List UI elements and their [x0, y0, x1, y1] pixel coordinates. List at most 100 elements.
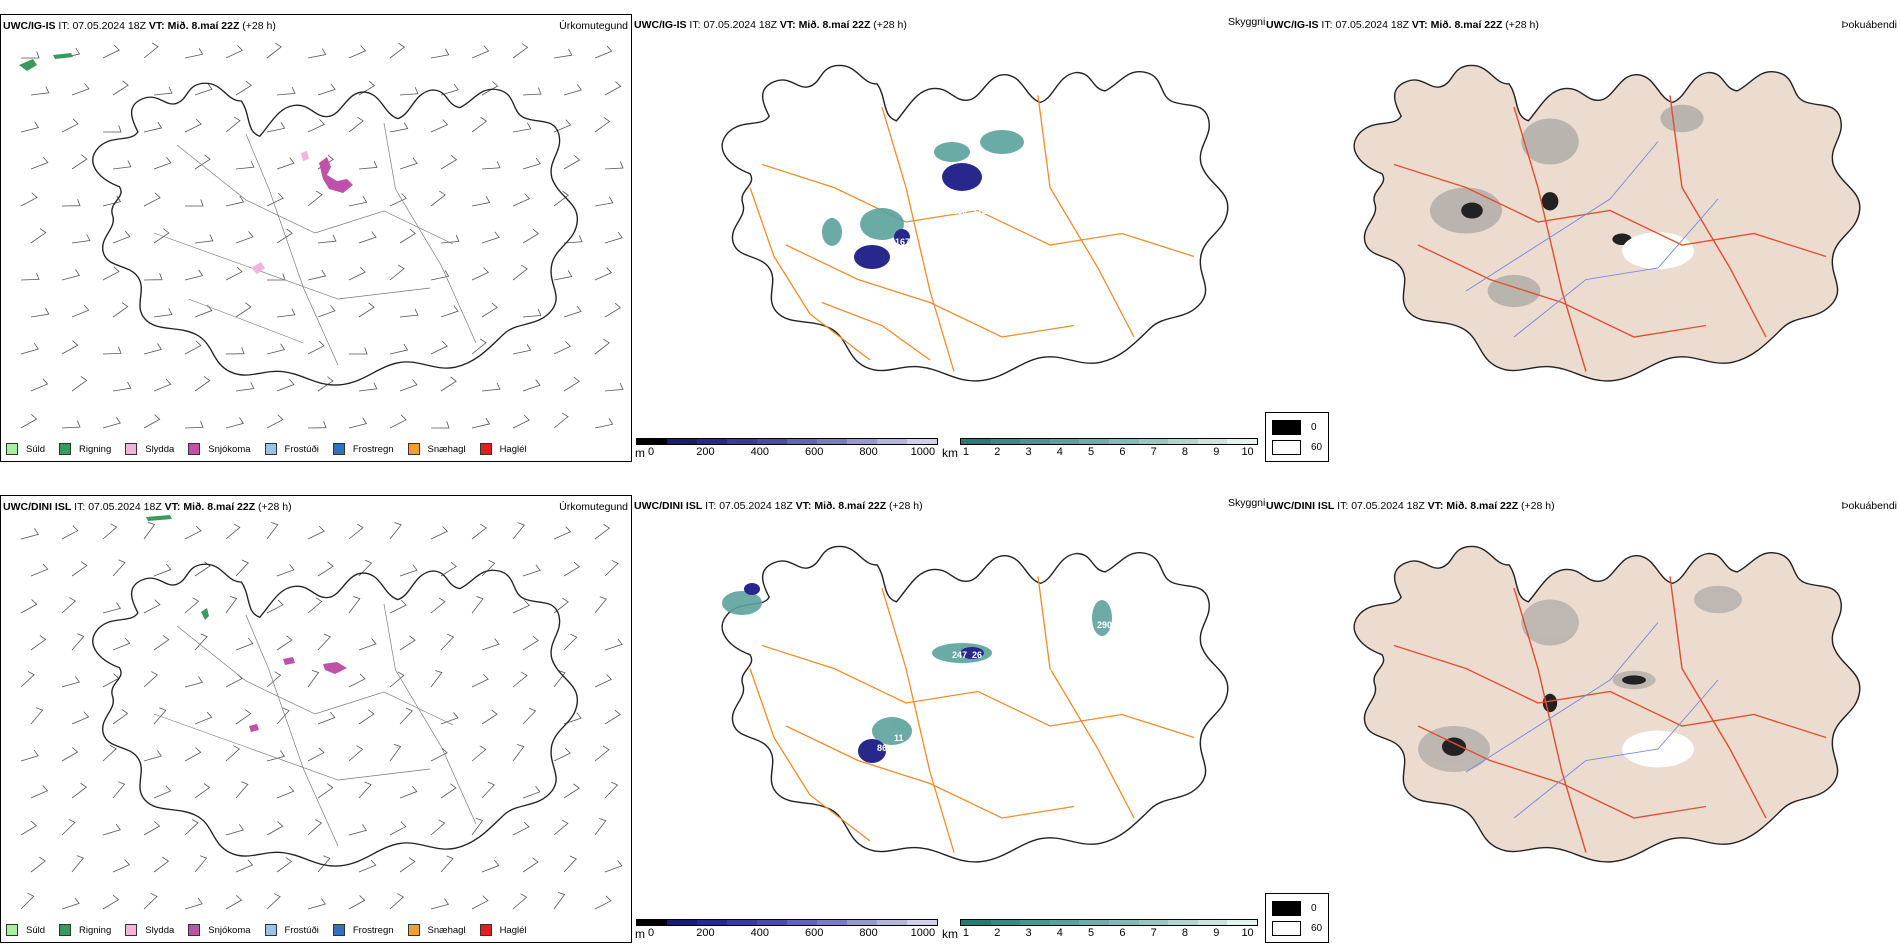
wind-barb [604, 81, 622, 96]
legend-item: Slydda [125, 443, 174, 455]
panel-header: UWC/IG-IS IT: 07.05.2024 18Z VT: Mið. 8.… [1266, 19, 1539, 31]
colorbar-segment [1197, 439, 1228, 444]
wind-barb [594, 45, 613, 59]
colorbar-segment [1079, 920, 1109, 925]
colorbar-tick: 7 [1150, 927, 1157, 939]
wind-barb [225, 745, 241, 762]
wind-barb [276, 785, 295, 799]
wind-barb [112, 559, 126, 577]
legend-swatch [6, 924, 18, 936]
wind-barb [553, 341, 571, 355]
wind-barb [604, 382, 624, 392]
legend-label: Súld [26, 924, 46, 936]
legend-item: Súld [6, 443, 45, 455]
wind-barbs [20, 521, 623, 910]
vis-label: 247 [952, 650, 967, 660]
wind-barb [317, 711, 336, 725]
wind-barb [563, 84, 582, 96]
colorbar-segment [787, 439, 817, 444]
wind-barb [235, 637, 254, 651]
wind-barb [235, 709, 252, 725]
colorbar-m-top: 0 200 400 600 800 1000 m [635, 438, 938, 460]
wind-barb [184, 340, 202, 355]
wind-barb [389, 193, 407, 207]
precip-panel-bottom: UWC/DINI ISL IT: 07.05.2024 18Z VT: Mið.… [0, 495, 632, 943]
wind-barb [61, 525, 79, 540]
colorbar-tick: 800 [859, 446, 878, 458]
colorbar-km-top: 1 2 3 4 5 6 7 8 9 10 km [942, 438, 1258, 460]
wind-barb [440, 83, 459, 96]
legend-swatch [188, 443, 201, 455]
vis-label: 86 [877, 743, 887, 753]
wind-barb [30, 563, 49, 577]
wind-barb [276, 157, 295, 170]
colorbar-segment [990, 439, 1021, 444]
wind-barb [594, 745, 610, 762]
colorbar-tick: 400 [750, 446, 769, 458]
colorbar-tick: 9 [1213, 927, 1220, 939]
wind-barb [553, 526, 572, 540]
wind-barb [481, 638, 500, 651]
fog-title: Þokuábendi [1841, 19, 1897, 31]
precip-panel-top: UWC/IG-IS IT: 07.05.2024 18Z VT: Mið. 8.… [0, 14, 632, 462]
wind-barb [225, 523, 241, 540]
colorbar-segment [1138, 920, 1169, 925]
wind-barb [20, 671, 35, 688]
wind-barb [594, 895, 612, 910]
wind-barb [563, 783, 580, 799]
wind-barb [102, 602, 122, 614]
wind-barb [266, 821, 284, 836]
wind-barb [430, 190, 446, 207]
visibility-title: Skyggni [1228, 16, 1266, 28]
wind-barb [20, 192, 38, 207]
wind-barb [594, 523, 611, 540]
legend-swatch [59, 924, 72, 936]
legend-label: Slydda [145, 443, 175, 455]
wind-barb [348, 266, 366, 281]
wind-barb [143, 599, 161, 614]
wind-barb [225, 116, 241, 133]
rain-area [19, 53, 73, 71]
wind-barb [481, 161, 501, 170]
colorbar-segment [1227, 439, 1257, 444]
colorbar-segment [1079, 439, 1109, 444]
vis-blue [854, 163, 982, 269]
wind-barb [594, 338, 610, 355]
legend-swatch [332, 924, 345, 936]
sleet-area [251, 151, 309, 274]
wind-barb [553, 119, 572, 133]
wind-barbs [20, 42, 624, 429]
colorbar-tick: 3 [1025, 446, 1032, 458]
wind-barb [522, 308, 542, 318]
wind-barb [512, 264, 528, 281]
wind-barb [440, 633, 455, 651]
colorbar-tick: 6 [1119, 446, 1126, 458]
wind-barb [431, 421, 450, 429]
wind-barb [184, 269, 204, 281]
legend-label: Súld [26, 443, 46, 455]
wind-barb [184, 420, 204, 429]
wind-barb [20, 414, 38, 429]
visibility-map: 247 26 290 96 86 11 [721, 545, 1229, 863]
snow-area [249, 657, 347, 732]
wind-barb [471, 745, 487, 762]
wind-barb [266, 343, 286, 355]
colorbar-segment [907, 439, 937, 444]
wind-barb [348, 196, 368, 207]
wind-barb [512, 122, 532, 133]
wind-barb [276, 308, 296, 318]
colorbar-segment [637, 920, 667, 925]
wind-barb [317, 855, 331, 873]
legend-swatch [125, 924, 138, 936]
wind-barb [235, 80, 252, 96]
precip-title: Úrkomutegund [559, 501, 628, 513]
wind-barb [512, 893, 528, 910]
wind-barb [481, 559, 496, 577]
wind-barb [604, 231, 623, 244]
wind-barb [194, 783, 211, 799]
colorbar-tick: 1 [962, 927, 970, 939]
legend-label: Frostregn [352, 924, 394, 936]
precip-map [20, 515, 623, 910]
legend-item: Haglél [479, 924, 527, 936]
vis-teal [822, 130, 1024, 246]
